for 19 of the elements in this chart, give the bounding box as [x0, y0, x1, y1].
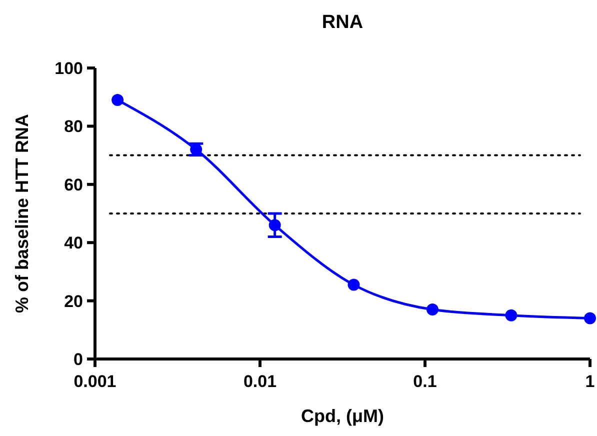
x-tick-label: 0.001	[74, 372, 116, 391]
point	[112, 94, 124, 106]
point	[348, 278, 360, 291]
x-tick-label: 0.1	[413, 372, 437, 391]
chart-title: RNA	[322, 12, 364, 33]
point	[268, 219, 281, 232]
y-tick-label: 60	[64, 175, 83, 194]
x-axis-title: Cpd, (μM)	[301, 406, 384, 426]
y-tick-label: 0	[74, 350, 83, 369]
point	[584, 312, 596, 324]
y-tick-label: 40	[64, 234, 83, 253]
y-tick-label: 80	[64, 117, 83, 136]
y-axis-title: % of baseline HTT RNA	[12, 114, 32, 314]
point	[426, 304, 438, 316]
y-tick-label: 100	[54, 58, 83, 78]
y-tick-label: 20	[64, 292, 83, 311]
point	[505, 309, 518, 322]
x-tick-label: 1	[585, 372, 595, 391]
x-tick-label: 0.01	[243, 372, 277, 391]
